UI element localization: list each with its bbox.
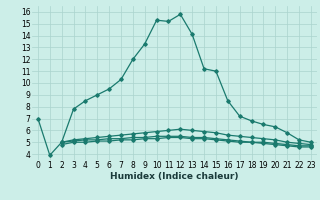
X-axis label: Humidex (Indice chaleur): Humidex (Indice chaleur) (110, 172, 239, 181)
